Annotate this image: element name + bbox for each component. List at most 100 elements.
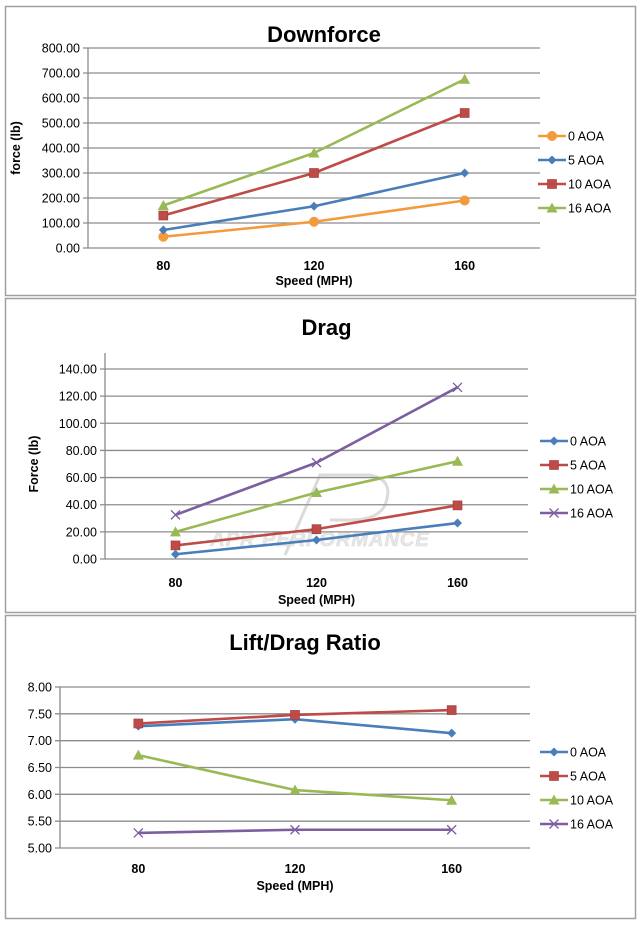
marker-triangle xyxy=(548,483,560,494)
y-tick-label: 120.00 xyxy=(59,390,97,404)
x-tick-label: 120 xyxy=(306,576,327,590)
y-tick-label: 6.00 xyxy=(28,788,52,802)
y-tick-label: 7.00 xyxy=(28,734,52,748)
y-tick-label: 8.00 xyxy=(28,681,52,695)
marker-triangle xyxy=(446,794,458,805)
marker-diamond xyxy=(171,549,180,559)
series-0-aoa xyxy=(158,195,470,242)
marker-x xyxy=(290,824,300,835)
marker-square xyxy=(170,540,181,551)
legend-item: 10 AOA xyxy=(540,794,614,808)
y-tick-label: 200.00 xyxy=(42,192,80,206)
marker-triangle xyxy=(546,202,558,213)
marker-square xyxy=(133,718,144,729)
marker-square xyxy=(309,168,319,178)
y-axis-label: force (lb) xyxy=(9,121,23,174)
marker-square xyxy=(452,500,463,511)
watermark-mark xyxy=(283,473,390,556)
series-16-aoa xyxy=(157,73,471,210)
marker-triangle xyxy=(548,794,560,805)
chart-frame xyxy=(4,297,637,614)
legend-item: 16 AOA xyxy=(540,507,614,521)
marker-diamond xyxy=(547,155,557,165)
legend-item: 0 AOA xyxy=(540,435,607,449)
series-10-aoa xyxy=(170,455,463,537)
legend-label: 10 AOA xyxy=(570,483,614,497)
marker-square xyxy=(311,524,322,534)
legend-label: 5 AOA xyxy=(568,154,605,168)
legend-label: 5 AOA xyxy=(570,770,607,784)
marker-triangle xyxy=(157,200,169,210)
series-16-aoa xyxy=(170,382,463,520)
x-tick-label: 80 xyxy=(169,576,183,590)
legend-label: 10 AOA xyxy=(568,178,612,192)
legend-label: 16 AOA xyxy=(568,202,612,216)
marker-square xyxy=(446,705,457,715)
y-tick-label: 5.00 xyxy=(28,842,52,856)
series-0-aoa xyxy=(171,518,462,559)
y-tick-label: 0.00 xyxy=(73,553,97,567)
series-5-aoa xyxy=(158,168,470,235)
y-tick-label: 400.00 xyxy=(42,142,80,156)
y-tick-label: 7.50 xyxy=(28,707,52,721)
chart-title: Drag xyxy=(301,315,351,340)
series-5-aoa xyxy=(133,705,457,729)
marker-diamond xyxy=(309,201,319,211)
marker-triangle xyxy=(289,784,301,795)
marker-triangle xyxy=(311,487,322,497)
y-tick-label: 100.00 xyxy=(42,217,80,231)
legend-label: 16 AOA xyxy=(570,507,614,521)
legend-item: 5 AOA xyxy=(540,770,607,784)
y-tick-label: 100.00 xyxy=(59,417,97,431)
series-16-aoa xyxy=(133,824,457,838)
legend-label: 5 AOA xyxy=(570,459,607,473)
x-tick-label: 120 xyxy=(285,862,306,876)
marker-diamond xyxy=(549,436,559,446)
y-tick-label: 500.00 xyxy=(42,117,80,131)
marker-x xyxy=(311,457,322,468)
y-tick-label: 800.00 xyxy=(42,42,80,56)
marker-x xyxy=(170,509,181,520)
marker-square xyxy=(290,710,300,720)
legend-item: 16 AOA xyxy=(540,818,614,832)
marker-diamond xyxy=(312,535,321,545)
legend-item: 5 AOA xyxy=(538,154,605,168)
y-tick-label: 60.00 xyxy=(66,471,97,485)
legend-item: 0 AOA xyxy=(538,130,605,144)
legend-item: 0 AOA xyxy=(540,746,607,760)
marker-triangle xyxy=(170,526,181,537)
y-tick-label: 80.00 xyxy=(66,444,97,458)
x-tick-label: 120 xyxy=(304,259,325,273)
chart-downforce: Downforce 0.00 100.00 200.00 300.00 400.00 500… xyxy=(4,5,637,297)
legend-item: 10 AOA xyxy=(540,483,614,497)
y-tick-label: 600.00 xyxy=(42,92,80,106)
x-axis-label: Speed (MPH) xyxy=(256,879,333,893)
marker-square xyxy=(158,210,169,221)
x-tick-label: 160 xyxy=(447,576,468,590)
legend-item: 5 AOA xyxy=(540,459,607,473)
series-10-aoa xyxy=(132,749,458,805)
series-5-aoa xyxy=(170,500,463,551)
y-tick-label: 300.00 xyxy=(42,167,80,181)
legend-label: 0 AOA xyxy=(570,435,607,449)
marker-circle xyxy=(309,216,319,227)
legend-label: 16 AOA xyxy=(570,818,614,832)
chart-drag: Drag 0.00 20.00 40.00 60.00 80.00 100.00 120.00… xyxy=(4,297,637,614)
marker-diamond xyxy=(453,518,462,528)
marker-triangle xyxy=(132,749,144,760)
x-tick-label: 160 xyxy=(454,259,475,273)
marker-circle xyxy=(547,131,557,141)
marker-x xyxy=(549,508,559,518)
chart-title: Lift/Drag Ratio xyxy=(229,630,381,655)
marker-square xyxy=(459,108,470,118)
marker-square xyxy=(549,460,559,470)
legend-label: 0 AOA xyxy=(570,746,607,760)
x-axis-label: Speed (MPH) xyxy=(278,593,355,607)
y-tick-label: 700.00 xyxy=(42,67,80,81)
legend-item: 10 AOA xyxy=(538,178,612,192)
marker-x xyxy=(549,819,559,829)
y-tick-label: 140.00 xyxy=(59,363,97,377)
y-axis-label: Force (lb) xyxy=(27,436,41,493)
marker-square xyxy=(549,771,559,781)
